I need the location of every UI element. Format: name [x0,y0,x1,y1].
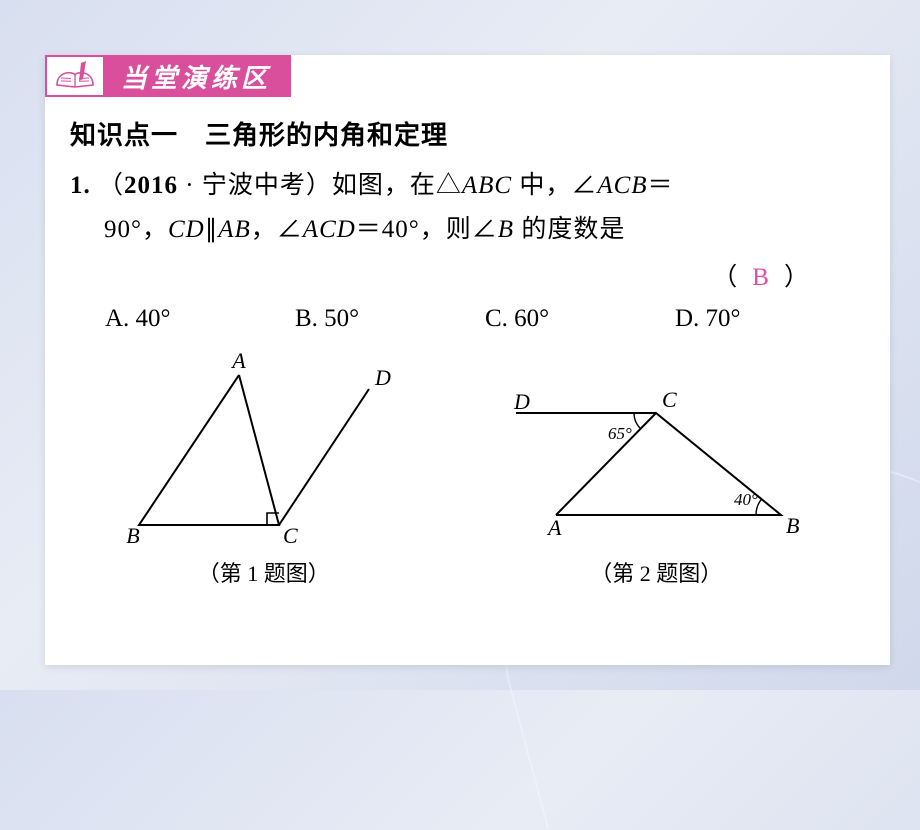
figures-row: A B C D （第 1 题图） D C A B 65° 40° [45,333,890,588]
book-pencil-icon [45,55,103,97]
svg-text:B: B [786,513,799,538]
question-1: 1. （2016 · 宁波中考）如图，在△ABC 中，∠ACB＝ 90°，CD∥… [45,160,890,299]
svg-text:A: A [546,515,562,540]
option-c: C. 60° [485,305,675,333]
svg-text:A: A [230,348,246,373]
figure-1-caption: （第 1 题图） [119,556,409,588]
answer-choice: B [738,264,784,291]
option-b: B. 50° [295,305,485,333]
question-line-2: 90°，CD∥AB，∠ACD＝40°，则∠B 的度数是 [70,208,860,252]
option-d: D. 70° [675,305,865,333]
question-line-1: 1. （2016 · 宁波中考）如图，在△ABC 中，∠ACB＝ [70,164,860,208]
paren-close: ） [784,264,810,291]
paren-open: （ [712,264,738,291]
option-a: A. 40° [105,305,295,333]
content-card: 当堂演练区 知识点一 三角形的内角和定理 1. （2016 · 宁波中考）如图，… [45,55,890,665]
svg-text:C: C [662,387,677,412]
svg-text:C: C [283,523,298,545]
section-header-title: 当堂演练区 [103,55,291,97]
svg-text:65°: 65° [608,424,632,443]
svg-text:B: B [126,523,139,545]
figure-2-caption: （第 2 题图） [496,556,816,588]
figure-1-svg: A B C D [119,345,409,545]
knowledge-point-title: 知识点一 三角形的内角和定理 [45,97,890,160]
figure-2: D C A B 65° 40° （第 2 题图） [496,375,816,588]
answer-bracket: （B） [70,256,860,300]
section-header-band: 当堂演练区 [45,55,890,97]
figure-1: A B C D （第 1 题图） [119,345,409,588]
svg-text:D: D [374,365,391,390]
svg-text:D: D [513,389,530,414]
svg-text:40°: 40° [734,490,758,509]
figure-2-svg: D C A B 65° 40° [496,375,816,545]
options-row: A. 40° B. 50° C. 60° D. 70° [45,299,890,333]
